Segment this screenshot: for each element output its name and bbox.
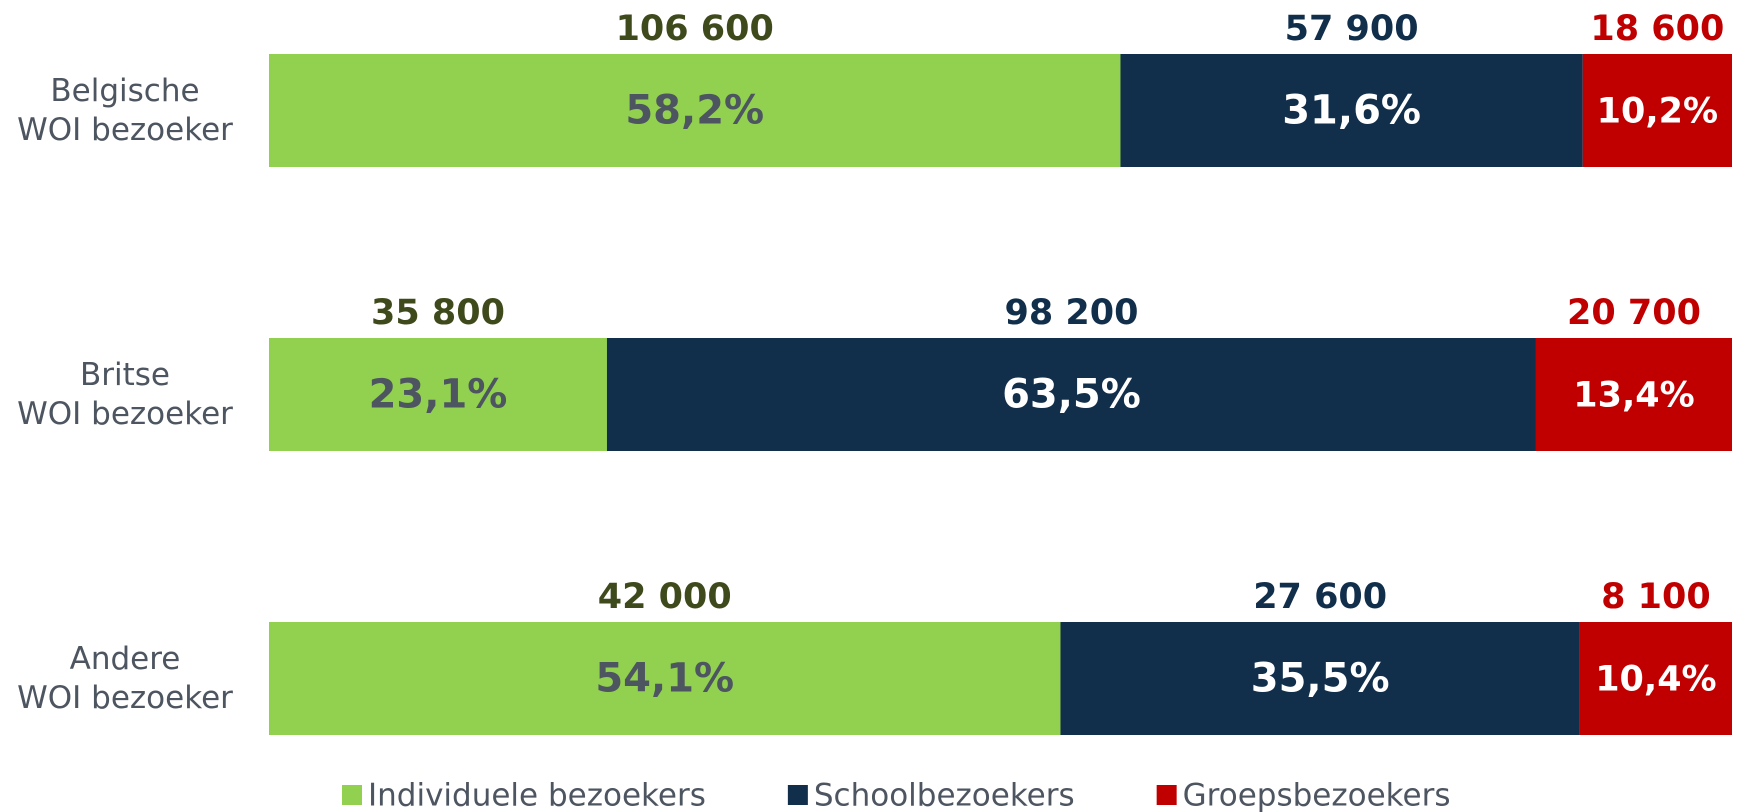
count-label: 42 000 (598, 577, 732, 617)
value-label: 23,1% (369, 372, 508, 418)
bar-segment (1120, 54, 1583, 167)
legend-label: Individuele bezoekers (368, 778, 706, 812)
value-label: 13,4% (1573, 376, 1694, 416)
legend-label: Groepsbezoekers (1183, 778, 1451, 812)
bar-segment (269, 338, 607, 451)
value-label: 54,1% (595, 656, 734, 702)
value-label: 10,2% (1597, 92, 1718, 132)
bar-segment (1579, 622, 1732, 735)
category-label: Belgische WOI bezoeker (17, 72, 233, 148)
value-label: 31,6% (1282, 88, 1421, 134)
value-label: 63,5% (1002, 372, 1141, 418)
bar-segment (1060, 622, 1580, 735)
legend-swatch (342, 785, 362, 805)
legend-label: Schoolbezoekers (814, 778, 1075, 812)
bar-segment (606, 338, 1536, 451)
count-label: 8 100 (1601, 577, 1711, 617)
legend-swatch (1156, 785, 1177, 805)
count-label: 106 600 (616, 9, 774, 49)
bar-segment (1582, 54, 1732, 167)
count-label: 35 800 (371, 293, 505, 333)
category-label: Andere WOI bezoeker (17, 640, 233, 716)
count-label: 20 700 (1567, 293, 1701, 333)
count-label: 27 600 (1253, 577, 1387, 617)
count-label: 18 600 (1590, 9, 1724, 49)
count-label: 98 200 (1004, 293, 1138, 333)
category-label: Britse WOI bezoeker (17, 356, 233, 432)
value-label: 10,4% (1595, 660, 1716, 700)
legend-swatch (787, 785, 808, 805)
value-label: 58,2% (625, 88, 764, 134)
count-label: 57 900 (1285, 9, 1419, 49)
bar-segment (269, 54, 1121, 167)
bar-segment (269, 622, 1061, 735)
bar-segment (1535, 338, 1732, 451)
value-label: 35,5% (1251, 656, 1390, 702)
